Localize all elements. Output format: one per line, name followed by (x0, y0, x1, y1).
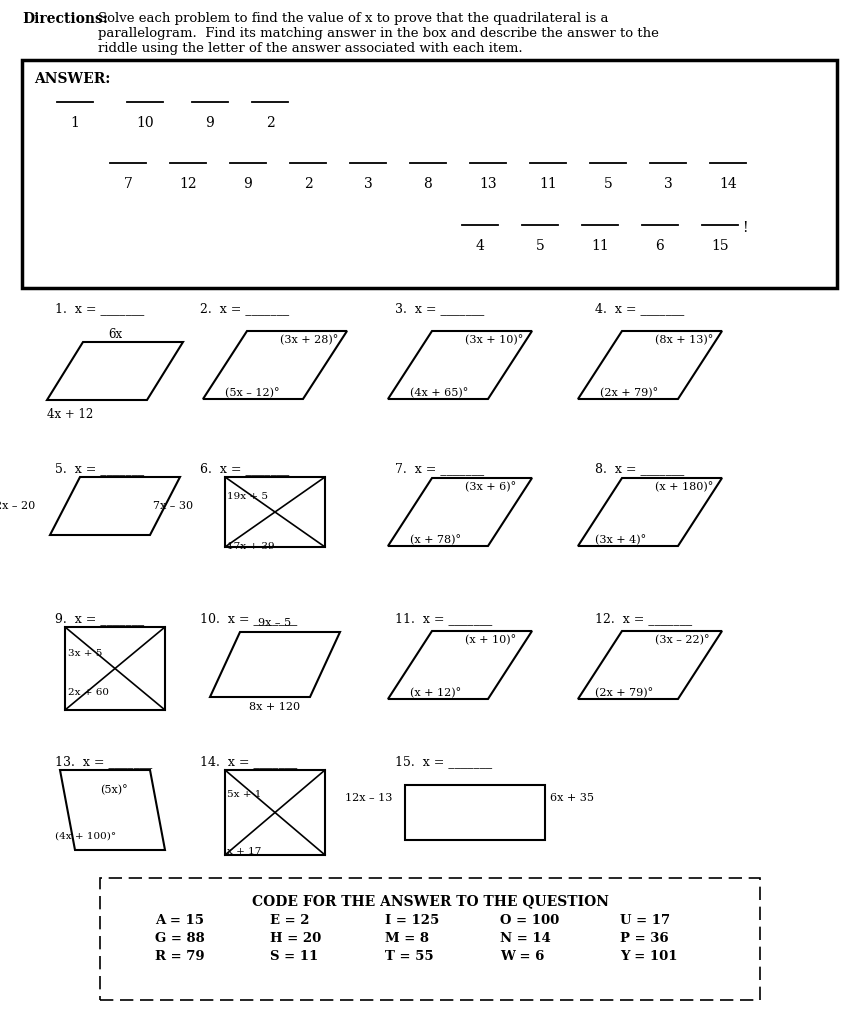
Text: CODE FOR THE ANSWER TO THE QUESTION: CODE FOR THE ANSWER TO THE QUESTION (252, 894, 608, 908)
Text: S = 11: S = 11 (270, 950, 318, 963)
Text: (4x + 65)°: (4x + 65)° (410, 388, 468, 399)
Text: 2: 2 (303, 177, 313, 191)
Text: 11: 11 (591, 239, 609, 252)
Text: O = 100: O = 100 (500, 914, 559, 927)
Text: G = 88: G = 88 (155, 932, 204, 945)
Text: (5x – 12)°: (5x – 12)° (225, 388, 279, 399)
Text: 5.  x = _______: 5. x = _______ (55, 462, 144, 475)
Text: 7x – 30: 7x – 30 (153, 501, 193, 511)
Text: 13: 13 (479, 177, 497, 191)
Text: (2x + 79)°: (2x + 79)° (595, 688, 653, 699)
Text: 8x + 120: 8x + 120 (249, 702, 301, 712)
Text: 13.  x = _______: 13. x = _______ (55, 755, 152, 768)
Text: (3x + 10)°: (3x + 10)° (465, 335, 523, 345)
Text: (2x + 79)°: (2x + 79)° (600, 388, 658, 399)
Text: I = 125: I = 125 (385, 914, 439, 927)
Text: (x + 78)°: (x + 78)° (410, 535, 461, 545)
Text: E = 2: E = 2 (270, 914, 309, 927)
Text: (3x – 22)°: (3x – 22)° (655, 635, 710, 645)
Text: H = 20: H = 20 (270, 932, 321, 945)
Text: 3: 3 (363, 177, 372, 191)
Text: (3x + 28)°: (3x + 28)° (280, 335, 338, 345)
Text: 10: 10 (137, 116, 154, 130)
Text: W = 6: W = 6 (500, 950, 545, 963)
Text: 2: 2 (265, 116, 274, 130)
Text: Directions:: Directions: (22, 12, 108, 26)
Text: R = 79: R = 79 (155, 950, 204, 963)
Text: (x + 180)°: (x + 180)° (655, 482, 713, 493)
Text: 10.  x = _______: 10. x = _______ (200, 612, 297, 625)
Text: !: ! (742, 221, 747, 235)
Text: 5: 5 (536, 239, 545, 252)
Text: riddle using the letter of the answer associated with each item.: riddle using the letter of the answer as… (98, 42, 522, 55)
Text: A = 15: A = 15 (155, 914, 204, 927)
Text: (3x + 6)°: (3x + 6)° (465, 482, 516, 493)
Text: (8x + 13)°: (8x + 13)° (655, 335, 713, 345)
Text: Solve each problem to find the value of x to prove that the quadrilateral is a: Solve each problem to find the value of … (98, 12, 608, 25)
Text: Y = 101: Y = 101 (620, 950, 678, 963)
Text: 19x + 5: 19x + 5 (227, 492, 268, 501)
Text: 12.  x = _______: 12. x = _______ (595, 612, 692, 625)
Text: 6x + 35: 6x + 35 (550, 793, 594, 803)
Text: 15.  x = _______: 15. x = _______ (395, 755, 492, 768)
Text: T = 55: T = 55 (385, 950, 434, 963)
Text: U = 17: U = 17 (620, 914, 670, 927)
Text: 12x – 13: 12x – 13 (345, 793, 393, 803)
Text: 7: 7 (124, 177, 132, 191)
Text: 11.  x = _______: 11. x = _______ (395, 612, 492, 625)
Text: 4: 4 (476, 239, 484, 252)
Text: 17x + 39: 17x + 39 (227, 542, 275, 551)
Bar (100, 878, 760, 1000)
Text: 14: 14 (719, 177, 737, 191)
Text: M = 8: M = 8 (385, 932, 429, 945)
Text: ANSWER:: ANSWER: (34, 72, 110, 86)
Text: (x + 12)°: (x + 12)° (410, 688, 461, 699)
Text: 6x: 6x (108, 328, 122, 341)
Text: 4x + 12: 4x + 12 (47, 408, 94, 421)
Text: 9: 9 (205, 116, 215, 130)
Text: 9x – 5: 9x – 5 (259, 618, 291, 628)
Text: 2.  x = _______: 2. x = _______ (200, 302, 289, 315)
Text: N = 14: N = 14 (500, 932, 551, 945)
Bar (225, 770, 325, 855)
Text: 9.  x = _______: 9. x = _______ (55, 612, 144, 625)
Text: 6.  x = _______: 6. x = _______ (200, 462, 289, 475)
Text: 1.  x = _______: 1. x = _______ (55, 302, 144, 315)
Text: 4.  x = _______: 4. x = _______ (595, 302, 685, 315)
Bar (225, 477, 325, 547)
Text: 8.  x = _______: 8. x = _______ (595, 462, 685, 475)
Text: 12: 12 (180, 177, 197, 191)
Bar (22, 60, 837, 288)
Text: 3x + 5: 3x + 5 (68, 649, 102, 658)
Text: 5: 5 (604, 177, 612, 191)
Text: 9: 9 (244, 177, 253, 191)
Text: parallelogram.  Find its matching answer in the box and describe the answer to t: parallelogram. Find its matching answer … (98, 27, 659, 40)
Text: (x + 10)°: (x + 10)° (465, 635, 516, 645)
Bar (65, 627, 165, 710)
Text: 3: 3 (664, 177, 673, 191)
Text: (5x)°: (5x)° (100, 785, 128, 796)
Text: P = 36: P = 36 (620, 932, 668, 945)
Text: 5x + 1: 5x + 1 (227, 790, 261, 799)
Text: 8: 8 (423, 177, 432, 191)
Text: 6: 6 (655, 239, 664, 252)
Text: 2x + 60: 2x + 60 (68, 688, 109, 697)
Text: 15: 15 (711, 239, 728, 252)
Text: 2x – 20: 2x – 20 (0, 501, 35, 511)
Text: 11: 11 (539, 177, 557, 191)
Text: 3.  x = _______: 3. x = _______ (395, 302, 484, 315)
Text: 14.  x = _______: 14. x = _______ (200, 755, 297, 768)
Text: (4x + 100)°: (4x + 100)° (55, 832, 116, 841)
Text: 1: 1 (70, 116, 79, 130)
Text: x + 17: x + 17 (227, 847, 261, 856)
Text: (3x + 4)°: (3x + 4)° (595, 535, 646, 545)
Text: 7.  x = _______: 7. x = _______ (395, 462, 484, 475)
